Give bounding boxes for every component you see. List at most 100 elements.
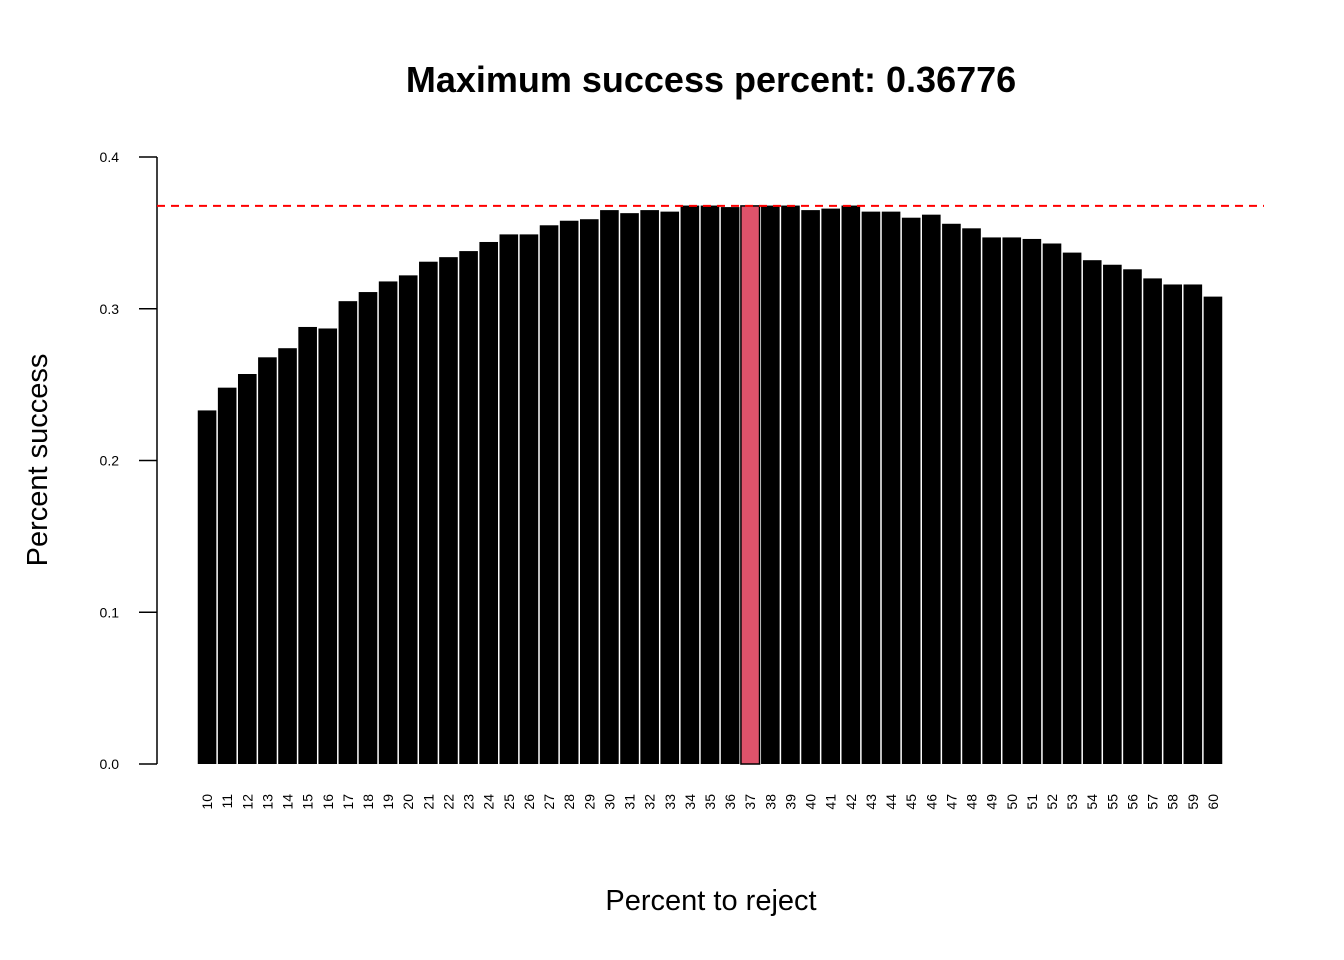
- x-tick-label-33: 33: [662, 794, 678, 810]
- bar-14: [278, 348, 297, 764]
- bar-52: [1042, 243, 1062, 764]
- bar-38: [761, 205, 780, 764]
- bar-29: [579, 219, 599, 764]
- bar-12: [237, 374, 257, 764]
- y-tick-label: 0.4: [100, 149, 120, 165]
- y-axis-title: Percent success: [22, 354, 54, 567]
- bar-55: [1103, 264, 1122, 764]
- x-tick-label-40: 40: [803, 794, 819, 810]
- bar-43: [861, 211, 881, 764]
- x-tick-label-47: 47: [943, 794, 959, 810]
- x-tick-label-57: 57: [1145, 794, 1161, 810]
- bar-11: [217, 387, 237, 764]
- x-tick-label-21: 21: [420, 794, 436, 810]
- bar-25: [499, 234, 519, 764]
- x-tick-label-24: 24: [481, 794, 497, 810]
- y-tick-label: 0.0: [100, 756, 120, 772]
- bar-31: [620, 213, 639, 764]
- bar-20: [398, 275, 418, 764]
- x-tick-label-48: 48: [964, 794, 980, 810]
- bar-10: [197, 410, 217, 764]
- x-tick-label-30: 30: [601, 794, 617, 810]
- x-tick-label-38: 38: [762, 794, 778, 810]
- bar-60: [1203, 296, 1223, 764]
- x-tick-label-20: 20: [400, 794, 416, 810]
- x-tick-label-58: 58: [1165, 794, 1181, 810]
- y-tick-label: 0.1: [100, 604, 120, 620]
- x-tick-label-14: 14: [280, 794, 296, 810]
- bar-39: [781, 205, 800, 764]
- x-tick-label-55: 55: [1104, 794, 1120, 810]
- x-tick-label-60: 60: [1205, 794, 1221, 810]
- bar-21: [419, 261, 438, 764]
- x-tick-label-25: 25: [501, 794, 517, 810]
- x-tick-label-43: 43: [863, 794, 879, 810]
- chart-title: Maximum success percent: 0.36776: [406, 59, 1016, 100]
- x-tick-label-56: 56: [1124, 794, 1140, 810]
- bar-36: [720, 207, 740, 764]
- x-tick-label-16: 16: [320, 794, 336, 810]
- y-tick-label: 0.3: [100, 301, 120, 317]
- x-tick-label-32: 32: [642, 794, 658, 810]
- bar-32: [640, 210, 659, 765]
- bar-58: [1163, 284, 1183, 764]
- x-tick-label-54: 54: [1084, 794, 1100, 810]
- bar-44: [881, 211, 901, 764]
- x-tick-label-41: 41: [823, 794, 839, 810]
- bar-23: [459, 251, 478, 764]
- bar-57: [1143, 278, 1162, 764]
- bar-46: [921, 214, 941, 765]
- bar-16: [318, 328, 338, 764]
- bar-56: [1123, 269, 1142, 764]
- x-tick-label-10: 10: [199, 794, 215, 810]
- bar-37: [740, 205, 761, 765]
- bar-24: [479, 241, 499, 765]
- bar-53: [1062, 252, 1082, 765]
- bar-30: [600, 210, 619, 765]
- bar-42: [841, 205, 861, 764]
- bar-22: [439, 257, 458, 764]
- x-tick-label-45: 45: [903, 794, 919, 810]
- x-tick-label-51: 51: [1024, 794, 1040, 810]
- x-axis-title: Percent to reject: [605, 885, 816, 917]
- x-tick-label-26: 26: [521, 794, 537, 810]
- bar-18: [358, 292, 378, 764]
- x-tick-label-39: 39: [782, 794, 798, 810]
- x-tick-label-37: 37: [742, 794, 758, 810]
- bar-41: [821, 208, 841, 765]
- bar-49: [982, 237, 1001, 765]
- x-tick-label-15: 15: [300, 794, 316, 810]
- y-axis: 0.0 0.1 0.2 0.3 0.4: [100, 149, 158, 772]
- x-tick-label-42: 42: [843, 794, 859, 810]
- x-tick-label-44: 44: [883, 794, 899, 810]
- bar-27: [539, 225, 559, 765]
- x-tick-label-31: 31: [622, 794, 638, 810]
- bar-26: [519, 234, 539, 764]
- bar-51: [1022, 238, 1042, 764]
- x-tick-label-46: 46: [923, 794, 939, 810]
- x-tick-label-13: 13: [259, 794, 275, 810]
- bars: [197, 205, 1223, 765]
- x-tick-label-29: 29: [581, 794, 597, 810]
- bar-54: [1082, 260, 1102, 764]
- x-tick-label-22: 22: [440, 794, 456, 810]
- x-tick-label-11: 11: [219, 794, 235, 809]
- x-tick-label-35: 35: [702, 794, 718, 810]
- x-tick-label-28: 28: [561, 794, 577, 810]
- x-tick-label-52: 52: [1044, 794, 1060, 810]
- x-axis-tick-labels: 10 11 12 13 14 15 16 17 18 19 20 21 22 23 24 25 26 27 28 29…: [199, 794, 1221, 810]
- x-tick-label-17: 17: [340, 794, 356, 810]
- bar-13: [258, 357, 277, 764]
- x-tick-label-19: 19: [380, 794, 396, 810]
- x-tick-label-50: 50: [1004, 794, 1020, 810]
- x-tick-label-53: 53: [1064, 794, 1080, 810]
- x-tick-label-23: 23: [461, 794, 477, 810]
- bar-33: [660, 211, 680, 764]
- bar-47: [942, 223, 961, 764]
- y-tick-label: 0.2: [100, 453, 120, 469]
- x-tick-label-59: 59: [1185, 794, 1201, 810]
- bar-28: [559, 220, 579, 765]
- bar-50: [1002, 237, 1022, 765]
- x-tick-label-27: 27: [541, 794, 557, 810]
- x-tick-label-18: 18: [360, 794, 376, 810]
